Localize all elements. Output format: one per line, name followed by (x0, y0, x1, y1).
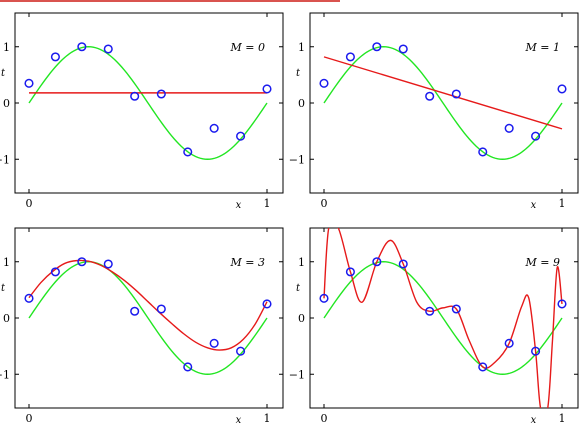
data-point (103, 259, 113, 269)
data-point (478, 362, 488, 372)
data-point (50, 267, 60, 277)
y-tick-label: 1 (298, 41, 305, 54)
y-tick-label: −1 (289, 153, 305, 166)
true-function-curve (28, 261, 268, 375)
data-point (372, 42, 382, 52)
data-point (504, 338, 514, 348)
x-tick-label: 1 (559, 412, 566, 425)
data-point (478, 147, 488, 157)
data-point (262, 84, 272, 94)
data-point (531, 131, 541, 141)
data-point (398, 259, 408, 269)
x-axis-label: x (531, 415, 537, 426)
panel-2: 1 0 −1 0 1 t x M = 3 (0, 227, 284, 426)
data-point (24, 293, 34, 303)
data-point (319, 78, 329, 88)
y-tick-label: 0 (298, 312, 305, 325)
y-tick-label: 1 (3, 256, 10, 269)
data-point (236, 131, 246, 141)
data-point (557, 84, 567, 94)
data-point (398, 44, 408, 54)
y-tick-label: 0 (298, 97, 305, 110)
fitted-polynomial-curve (28, 259, 268, 351)
data-point (236, 346, 246, 356)
data-point (183, 147, 193, 157)
fitted-polynomial-curve (323, 56, 563, 130)
y-tick-label: 0 (3, 97, 10, 110)
top-rule (0, 0, 340, 2)
data-point (209, 338, 219, 348)
x-axis-label: x (531, 200, 537, 211)
x-axis-label: x (236, 200, 242, 211)
fitted-polynomial-curve (323, 228, 563, 408)
data-point (451, 89, 461, 99)
data-point (156, 304, 166, 314)
data-point (77, 42, 87, 52)
plot-frame (14, 12, 284, 194)
model-order-label: M = 9 (525, 256, 560, 269)
y-tick-label: 0 (3, 312, 10, 325)
x-tick-label: 0 (321, 412, 328, 425)
data-point (425, 91, 435, 101)
x-tick-label: 1 (264, 197, 271, 210)
panel-0: 1 0 −1 0 1 t x M = 0 (0, 12, 284, 211)
data-point (504, 123, 514, 133)
true-function-curve (323, 261, 563, 375)
data-point (262, 299, 272, 309)
y-tick-label: −1 (0, 153, 10, 166)
data-point (557, 299, 567, 309)
plot-frame (14, 227, 284, 409)
true-function-curve (323, 46, 563, 160)
y-axis-label: t (1, 68, 6, 79)
x-tick-label: 0 (26, 412, 33, 425)
data-point (50, 52, 60, 62)
x-tick-label: 0 (321, 197, 328, 210)
data-point (372, 257, 382, 267)
data-point (183, 362, 193, 372)
data-point (130, 306, 140, 316)
true-function-curve (28, 46, 268, 160)
model-order-label: M = 0 (230, 41, 265, 54)
data-point (24, 78, 34, 88)
data-point (103, 44, 113, 54)
data-point (77, 257, 87, 267)
data-point (345, 52, 355, 62)
panel-3: 1 0 −1 0 1 t x M = 9 (289, 227, 579, 426)
plot-frame (309, 12, 579, 194)
model-order-label: M = 1 (525, 41, 560, 54)
y-tick-label: 1 (3, 41, 10, 54)
x-axis-label: x (236, 415, 242, 426)
data-point (425, 306, 435, 316)
y-axis-label: t (296, 68, 301, 79)
x-tick-label: 1 (559, 197, 566, 210)
panel-1: 1 0 −1 0 1 t x M = 1 (289, 12, 579, 211)
data-point (451, 304, 461, 314)
y-tick-label: −1 (0, 368, 10, 381)
x-tick-label: 0 (26, 197, 33, 210)
data-point (319, 293, 329, 303)
data-point (209, 123, 219, 133)
model-order-label: M = 3 (230, 256, 265, 269)
y-tick-label: 1 (298, 256, 305, 269)
x-tick-label: 1 (264, 412, 271, 425)
data-point (156, 89, 166, 99)
y-axis-label: t (1, 283, 6, 294)
y-axis-label: t (296, 283, 301, 294)
data-point (345, 267, 355, 277)
data-point (531, 346, 541, 356)
data-point (130, 91, 140, 101)
y-tick-label: −1 (289, 368, 305, 381)
